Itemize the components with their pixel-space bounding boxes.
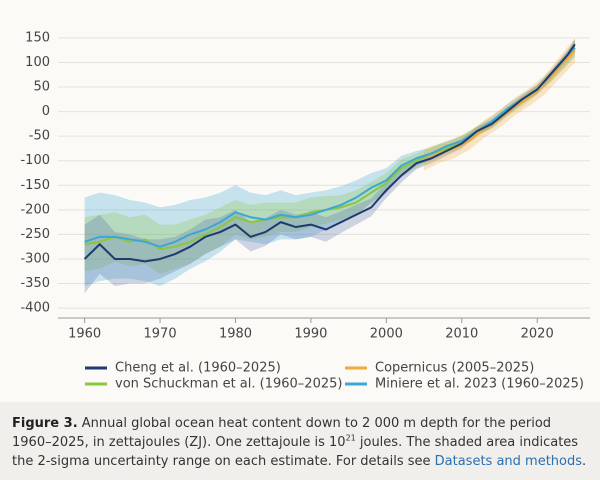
uncertainty-band [424,37,575,171]
series-line [83,43,576,263]
caption: Figure 3. Annual global ocean heat conte… [0,402,600,480]
x-tick-label: 2020 [521,327,554,342]
uncertainty-band [84,38,575,286]
series-line [84,47,576,248]
caption-text: joules. The shaded area indicates the 2-… [12,435,579,469]
y-tick-label: -300 [20,251,50,266]
y-tick-label: -400 [20,301,50,316]
uncertainty-band [84,40,575,274]
y-tick-label: 50 [33,80,50,95]
x-tick-label: 1990 [294,327,327,342]
legend-label: Miniere et al. 2023 (1960–2025) [375,377,584,392]
x-tick-label: 1980 [219,327,252,342]
y-tick-label: -100 [20,153,50,168]
y-tick-label: -350 [20,276,50,291]
uncertainty-band [84,39,575,294]
x-tick-label: 2010 [445,327,478,342]
caption-link[interactable]: Datasets and methods [434,454,583,469]
caption-text: . [582,454,587,469]
legend-label: Cheng et al. (1960–2025) [115,361,281,376]
chart: 150 100 50 0 -50 -100 -150 -200 -250 -300 -350 -400… [20,30,590,392]
caption-label: Figure 3. [12,416,78,431]
legend-label: von Schuckman et al. (1960–2025) [115,377,342,392]
y-tick-label: -200 [20,202,50,217]
caption-text: Annual global ocean heat content down to… [12,416,552,450]
y-tick-label: 0 [42,104,50,119]
y-tick-label: 150 [25,30,50,45]
y-tick-label: -50 [29,129,50,144]
legend-label: Copernicus (2005–2025) [375,361,534,376]
y-tick-label: -150 [20,178,50,193]
x-tick-label: 2000 [370,327,403,342]
x-tick-label: 1970 [144,327,177,342]
x-tick-label: 1960 [68,327,101,342]
y-tick-label: 100 [25,55,50,70]
caption-sup: 21 [345,433,356,443]
y-tick-label: -250 [20,227,50,242]
